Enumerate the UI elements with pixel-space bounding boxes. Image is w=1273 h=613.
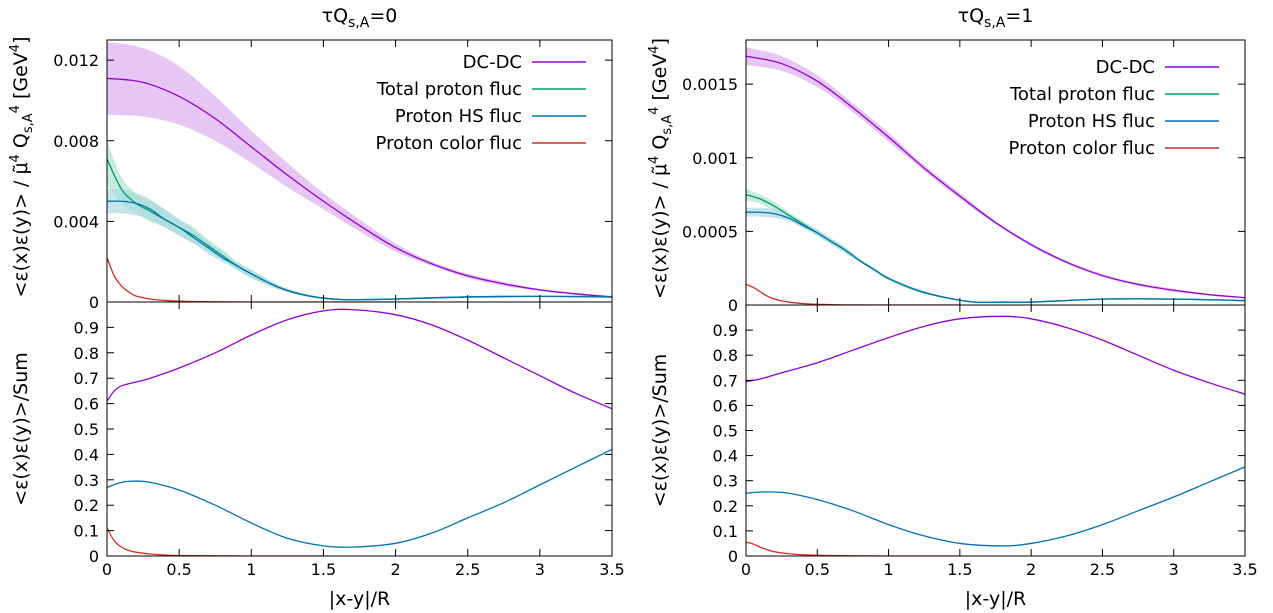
x-tick-label: 1.5: [311, 560, 336, 579]
x-tick-label: 0.5: [166, 560, 191, 579]
x-tick-label: 3.5: [1232, 560, 1257, 579]
y-tick-label: 0.4: [74, 445, 99, 464]
x-tick-label: 1.5: [947, 560, 972, 579]
series-line-dc-dc: [746, 55, 1245, 299]
plot-frame: [745, 304, 1246, 557]
plot-frame: [106, 301, 613, 557]
legend-label: Proton HS fluc: [395, 106, 522, 127]
legend: DC-DC Total proton fluc Proton HS fluc Prot…: [1009, 57, 1219, 159]
y-tick-label: 0.3: [74, 471, 99, 490]
y-tick-label: 0.3: [713, 472, 738, 491]
y-tick-label: 0.5: [74, 420, 99, 439]
plot-area: [107, 42, 612, 302]
y-tick-label: 0.9: [74, 318, 99, 337]
x-tick-label: 3: [1169, 560, 1179, 579]
series-line-proton-color-fluc: [746, 541, 960, 556]
x-tick-label: 2: [1026, 560, 1036, 579]
y-tick-label: 0: [89, 293, 99, 312]
legend-label: DC-DC: [463, 52, 522, 73]
y-tick-label: 0: [89, 547, 99, 566]
x-axis-label: |x-y|/R: [965, 588, 1026, 610]
legend-label: Proton color fluc: [1009, 138, 1155, 159]
plot-area: [107, 308, 612, 556]
y-tick-label: 0.1: [713, 522, 738, 541]
band-dc-dc: [746, 47, 1245, 299]
y-tick-label: 0.001: [692, 149, 738, 168]
band-proton-hs-fluc: [107, 188, 612, 301]
y-tick-label: 0.4: [713, 447, 738, 466]
y-tick-label: 0.004: [53, 212, 99, 231]
panel-left-bottom: 00.10.20.30.40.50.60.70.80.90 0.5 1 1.5 2 2.5…: [10, 301, 625, 610]
series-line-proton-color-fluc: [107, 527, 324, 556]
x-tick-label: 2.5: [1090, 560, 1115, 579]
legend-label: Total proton fluc: [376, 79, 522, 100]
y-axis-label: <ε(x)ε(y)>/Sum: [649, 354, 671, 508]
panel-right-bottom: 00.10.20.30.40.50.60.70.80.90 0.5 1 1.5 2 2.5…: [649, 304, 1258, 610]
x-tick-label: 0: [741, 560, 751, 579]
x-tick-label: 1: [246, 560, 256, 579]
y-tick-label: 0.7: [74, 369, 99, 388]
panel-title: τQs,A=0: [322, 5, 398, 31]
plot-area: [746, 315, 1245, 556]
series-line-dc-dc: [107, 77, 612, 298]
y-tick-label: 0.6: [713, 396, 738, 415]
y-tick-label: 0.5: [713, 422, 738, 441]
y-tick-label: 0.8: [74, 344, 99, 363]
x-tick-label: 3.5: [599, 560, 624, 579]
legend-label: DC-DC: [1096, 57, 1155, 78]
series-line-proton-hs-fluc: [746, 466, 1245, 547]
x-tick-label: 1: [883, 560, 893, 579]
y-tick-label: 0.008: [53, 132, 99, 151]
x-tick-label: 2.5: [455, 560, 480, 579]
y-tick-label: 0.2: [713, 497, 738, 516]
series-line-total-proton-fluc: [746, 193, 1245, 304]
plot-area: [746, 47, 1245, 305]
legend-label: Proton color fluc: [376, 133, 522, 154]
y-tick-label: 0.8: [713, 346, 738, 365]
x-axis-label: |x-y|/R: [329, 588, 390, 610]
y-tick-label: 0.7: [713, 371, 738, 390]
y-tick-label: 0.2: [74, 496, 99, 515]
y-axis-label: <ε(x)ε(y)>/Sum: [10, 352, 32, 506]
y-tick-label: 0: [728, 296, 738, 315]
y-axis-label: <ε(x)ε(y)> / μ̃4 Qs,A4 [GeV4]: [8, 36, 36, 297]
x-tick-label: 0.5: [805, 560, 830, 579]
panel-title: τQs,A=1: [958, 5, 1034, 31]
legend: DC-DC Total proton fluc Proton HS fluc Prot…: [376, 52, 586, 154]
y-axis-label: <ε(x)ε(y)> / μ̃4 Qs,A4 [GeV4]: [647, 38, 675, 299]
y-tick-label: 0.6: [74, 395, 99, 414]
y-tick-label: 0.012: [53, 51, 99, 70]
series-line-proton-hs-fluc: [107, 200, 612, 301]
legend-label: Total proton fluc: [1009, 84, 1155, 105]
series-line-proton-hs-fluc: [746, 211, 1245, 304]
y-tick-label: 0.9: [713, 321, 738, 340]
panel-left-top: 0 0.004 0.008 0.012 <ε(x)ε(y)> / μ̃4 Qs,A4 […: [8, 5, 613, 312]
legend-label: Proton HS fluc: [1028, 111, 1155, 132]
x-tick-label: 3: [535, 560, 545, 579]
panel-right-top: 0 0.0005 0.001 0.0015 <ε(x)ε(y)> / μ̃4 Qs,A4…: [647, 5, 1246, 315]
series-line-dc-dc: [746, 315, 1245, 395]
band-dc-dc: [107, 42, 612, 298]
x-tick-label: 2: [390, 560, 400, 579]
series-line-proton-hs-fluc: [107, 448, 612, 548]
y-tick-label: 0: [728, 547, 738, 566]
x-tick-label: 0: [102, 560, 112, 579]
y-tick-label: 0.1: [74, 522, 99, 541]
series-line-proton-color-fluc: [107, 257, 396, 302]
band-total-proton-fluc: [746, 188, 1245, 303]
y-tick-label: 0.0005: [682, 222, 738, 241]
y-tick-label: 0.0015: [682, 75, 738, 94]
series-line-dc-dc: [107, 308, 612, 410]
